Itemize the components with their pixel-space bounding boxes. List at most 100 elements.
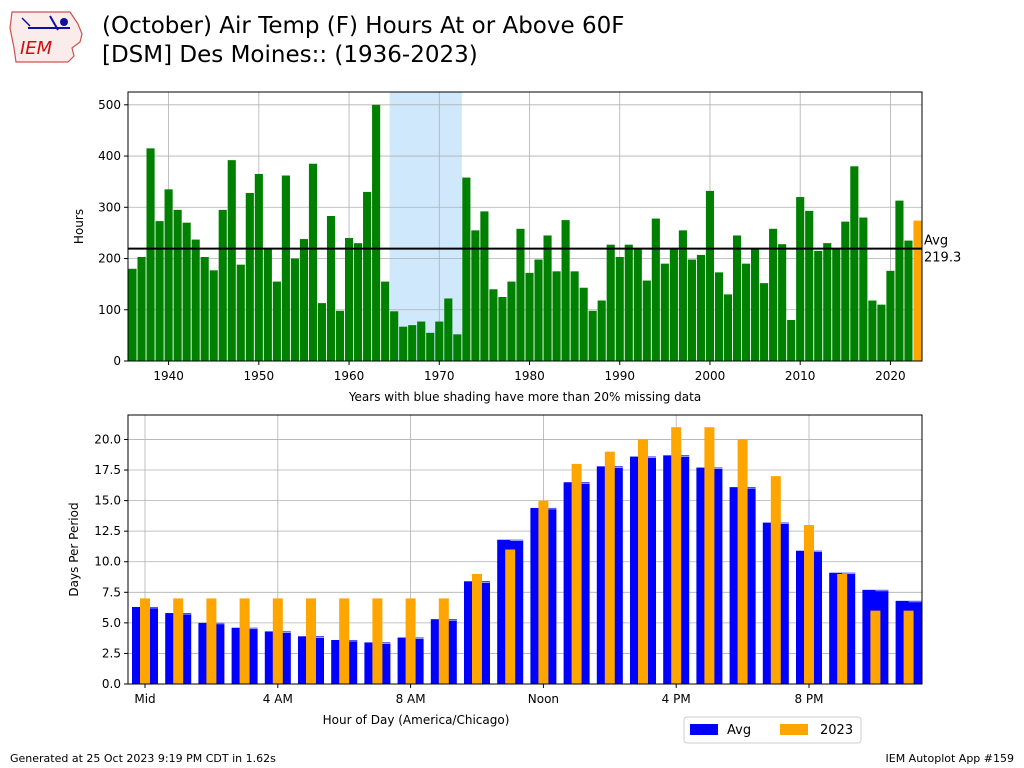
bar-year — [841, 221, 850, 361]
y-tick-label: 2.5 — [102, 646, 121, 660]
y-tick-label: 500 — [98, 98, 121, 112]
bar-year — [678, 230, 687, 361]
bar-year — [588, 310, 597, 361]
y-tick-label: 17.5 — [94, 463, 121, 477]
legend-swatch-avg — [690, 724, 718, 735]
legend-swatch-2023 — [780, 724, 808, 735]
bar-2023 — [571, 463, 582, 684]
y-tick-label: 20.0 — [94, 432, 121, 446]
bar-year — [363, 191, 372, 361]
plot-frame-top — [127, 91, 923, 362]
bar-2023 — [538, 500, 549, 684]
legend-box — [683, 716, 862, 744]
x-tick-label: 4 PM — [662, 692, 691, 706]
bar-2023 — [372, 598, 383, 684]
y-tick-label: 100 — [98, 303, 121, 317]
bar-2023 — [140, 598, 150, 684]
bar-year — [732, 235, 742, 361]
bar-2023 — [472, 573, 482, 684]
bar-year — [552, 271, 561, 361]
bar-year — [696, 254, 706, 361]
x-tick-label: 8 PM — [794, 692, 823, 706]
bar-year — [236, 264, 245, 361]
bar-year — [344, 238, 354, 361]
x-tick-label: 1990 — [604, 369, 635, 383]
average-label: Avg — [924, 234, 948, 249]
y-tick-label: 300 — [98, 200, 121, 214]
bar-2023 — [837, 573, 848, 684]
bar-year — [290, 258, 299, 361]
bar-year — [417, 321, 426, 361]
bar-2023 — [239, 598, 250, 684]
y-axis-label: Hours — [72, 209, 86, 244]
bar-year — [741, 263, 751, 361]
bar-year — [408, 325, 417, 361]
bar-year — [245, 192, 254, 361]
footer-generated-text: Generated at 25 Oct 2023 9:19 PM CDT in … — [10, 752, 276, 765]
bar-year — [263, 249, 272, 361]
x-tick-label: 8 AM — [396, 692, 426, 706]
bar-year — [281, 175, 290, 361]
bar-year — [850, 166, 859, 361]
bar-2023 — [638, 439, 648, 684]
bar-year — [859, 217, 868, 361]
bar-year — [525, 272, 534, 361]
bar-year — [606, 244, 615, 361]
bar-year — [669, 248, 678, 361]
bar-year — [354, 243, 363, 361]
bar-year — [624, 244, 633, 361]
bar-year — [317, 303, 327, 361]
bar-year — [227, 160, 236, 361]
bar-2023 — [770, 476, 781, 684]
x-tick-label: 1980 — [514, 369, 545, 383]
legend-label-avg: Avg — [727, 723, 751, 738]
bar-year — [832, 248, 841, 361]
bar-year — [760, 283, 769, 361]
bar-year — [272, 281, 281, 361]
y-tick-label: 7.5 — [102, 585, 121, 599]
bar-year — [895, 200, 904, 361]
bar-year — [489, 289, 498, 361]
bar-year — [381, 281, 390, 361]
y-tick-label: 15.0 — [94, 494, 121, 508]
bar-year — [209, 270, 218, 361]
bar-year — [579, 287, 588, 361]
bar-year — [155, 221, 164, 361]
bar-year — [904, 240, 913, 361]
bar-year — [570, 271, 579, 361]
logo-text: IEM — [20, 38, 53, 59]
bar-year — [444, 298, 453, 361]
bar-year — [687, 259, 696, 361]
y-tick-label: 0.0 — [102, 677, 121, 691]
x-tick-label: 4 AM — [263, 692, 293, 706]
bar-year — [471, 230, 480, 361]
bar-year — [507, 281, 516, 361]
bar-year — [868, 300, 877, 361]
bar-year — [200, 256, 209, 361]
bar-year — [877, 304, 886, 361]
x-tick-label: 1940 — [153, 369, 184, 383]
bar-2023 — [438, 598, 449, 684]
x-tick-label: 1970 — [424, 369, 455, 383]
bar-year — [164, 189, 173, 361]
bar-year — [480, 211, 489, 361]
bar-year — [660, 263, 669, 361]
plot-frame-bottom — [127, 414, 923, 685]
bar-year — [128, 268, 137, 361]
bar-2023 — [206, 598, 217, 684]
bar-year — [751, 248, 760, 361]
bar-year — [218, 209, 227, 361]
bar-year — [534, 259, 543, 361]
bar-year — [453, 334, 462, 361]
bar-year — [462, 177, 471, 361]
bar-year — [805, 210, 814, 361]
bar-year — [390, 311, 399, 361]
bar-year — [146, 148, 155, 361]
chart-title-line1: (October) Air Temp (F) Hours At or Above… — [102, 13, 625, 39]
bar-year — [543, 235, 552, 361]
bar-year — [137, 256, 146, 361]
bar-year — [516, 228, 525, 361]
bar-year — [651, 218, 660, 361]
bar-year — [814, 250, 823, 361]
